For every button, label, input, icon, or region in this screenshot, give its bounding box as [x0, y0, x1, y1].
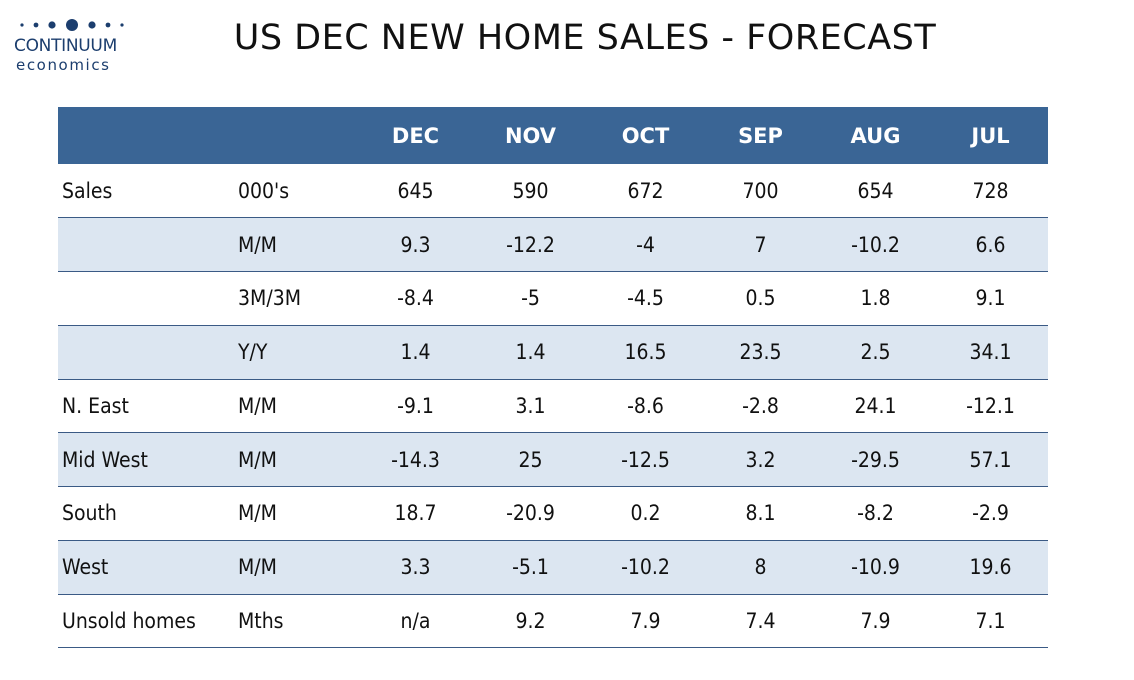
- row-label: South: [62, 501, 117, 526]
- cell-value: 8: [754, 555, 767, 580]
- table-row: Mid West M/M -14.3 25 -12.5 3.2 -29.5 57…: [58, 432, 1048, 487]
- cell-value: -29.5: [851, 447, 900, 472]
- row-unit: M/M: [238, 447, 277, 472]
- row-unit: M/M: [238, 232, 277, 257]
- cell-value: -10.9: [851, 555, 900, 580]
- row-label: West: [62, 555, 109, 580]
- row-label: [58, 272, 238, 326]
- cell-value: -8.6: [627, 393, 664, 418]
- cell-value: -10.2: [621, 555, 670, 580]
- cell-value: -2.8: [742, 393, 779, 418]
- row-unit: 000's: [238, 178, 290, 203]
- header-cell-aug: AUG: [850, 123, 901, 148]
- cell-value: 23.5: [739, 340, 782, 365]
- cell-value: 9.2: [515, 608, 546, 633]
- forecast-table: DEC NOV OCT SEP AUG JUL Sales 000's 645 …: [58, 107, 1048, 648]
- cell-value: 7.1: [975, 608, 1006, 633]
- row-label: [58, 218, 238, 272]
- cell-value: 0.5: [745, 286, 776, 311]
- row-unit: Y/Y: [238, 340, 268, 365]
- cell-value: 1.4: [400, 340, 431, 365]
- logo-subtitle: economics: [16, 56, 111, 74]
- cell-value: 24.1: [854, 393, 897, 418]
- cell-value: -12.5: [621, 447, 670, 472]
- cell-value: 645: [397, 178, 434, 203]
- header-cell-jul: JUL: [971, 123, 1010, 148]
- table-row: M/M 9.3 -12.2 -4 7 -10.2 6.6: [58, 217, 1048, 272]
- cell-value: -20.9: [506, 501, 555, 526]
- row-label: Sales: [62, 178, 113, 203]
- row-label: Mid West: [62, 447, 148, 472]
- cell-value: 590: [512, 178, 549, 203]
- cell-value: 7.9: [630, 608, 661, 633]
- header-cell-unit: [238, 107, 358, 164]
- row-unit: M/M: [238, 393, 277, 418]
- cell-value: 3.2: [745, 447, 776, 472]
- cell-value: 654: [857, 178, 894, 203]
- cell-value: -5: [521, 286, 540, 311]
- header-cell-dec: DEC: [391, 123, 440, 148]
- cell-value: 9.1: [975, 286, 1006, 311]
- header-cell-label: [58, 107, 238, 164]
- cell-value: -5.1: [512, 555, 549, 580]
- row-label: [58, 325, 238, 379]
- cell-value: -10.2: [851, 232, 900, 257]
- cell-value: -14.3: [391, 447, 440, 472]
- cell-value: -12.1: [966, 393, 1015, 418]
- cell-value: 16.5: [624, 340, 667, 365]
- table-row: South M/M 18.7 -20.9 0.2 8.1 -8.2 -2.9: [58, 487, 1048, 541]
- cell-value: 1.4: [515, 340, 546, 365]
- cell-value: -9.1: [397, 393, 434, 418]
- cell-value: -12.2: [506, 232, 555, 257]
- cell-value: -4: [636, 232, 655, 257]
- cell-value: 6.6: [975, 232, 1006, 257]
- logo-dots-icon: [20, 19, 124, 31]
- row-unit: M/M: [238, 555, 277, 580]
- cell-value: -4.5: [627, 286, 664, 311]
- table-header-row: DEC NOV OCT SEP AUG JUL: [58, 107, 1048, 164]
- row-label: N. East: [62, 393, 129, 418]
- cell-value: 672: [627, 178, 664, 203]
- cell-value: 19.6: [969, 555, 1012, 580]
- table-row: N. East M/M -9.1 3.1 -8.6 -2.8 24.1 -12.…: [58, 379, 1048, 433]
- page-title: US DEC NEW HOME SALES - FORECAST: [233, 18, 937, 58]
- logo-name: CONTINUUM: [14, 36, 117, 56]
- cell-value: -2.9: [972, 501, 1009, 526]
- table-row: Sales 000's 645 590 672 700 654 728: [58, 164, 1048, 218]
- cell-value: 7: [754, 232, 767, 257]
- table-row: 3M/3M -8.4 -5 -4.5 0.5 1.8 9.1: [58, 272, 1048, 326]
- row-label: Unsold homes: [62, 608, 196, 633]
- cell-value: 3.3: [400, 555, 431, 580]
- row-unit: M/M: [238, 501, 277, 526]
- cell-value: -8.2: [857, 501, 894, 526]
- continuum-economics-logo: CONTINUUM economics: [14, 14, 144, 74]
- cell-value: 728: [972, 178, 1009, 203]
- header-cell-oct: OCT: [621, 123, 670, 148]
- header-cell-sep: SEP: [738, 123, 783, 148]
- cell-value: 25: [518, 447, 543, 472]
- table-row: Unsold homes Mths n/a 9.2 7.9 7.4 7.9 7.…: [58, 594, 1048, 648]
- row-unit: 3M/3M: [238, 286, 302, 311]
- table-row: Y/Y 1.4 1.4 16.5 23.5 2.5 34.1: [58, 325, 1048, 379]
- cell-value: -8.4: [397, 286, 434, 311]
- cell-value: 8.1: [745, 501, 776, 526]
- cell-value: 9.3: [400, 232, 431, 257]
- cell-value: 0.2: [630, 501, 661, 526]
- table-row: West M/M 3.3 -5.1 -10.2 8 -10.9 19.6: [58, 540, 1048, 594]
- cell-value: 18.7: [394, 501, 437, 526]
- row-unit: Mths: [238, 608, 284, 633]
- cell-value: n/a: [400, 608, 431, 633]
- cell-value: 57.1: [969, 447, 1012, 472]
- cell-value: 7.9: [860, 608, 891, 633]
- header-cell-nov: NOV: [504, 123, 557, 148]
- cell-value: 34.1: [969, 340, 1012, 365]
- cell-value: 1.8: [860, 286, 891, 311]
- cell-value: 7.4: [745, 608, 776, 633]
- cell-value: 3.1: [515, 393, 546, 418]
- cell-value: 2.5: [860, 340, 891, 365]
- cell-value: 700: [742, 178, 779, 203]
